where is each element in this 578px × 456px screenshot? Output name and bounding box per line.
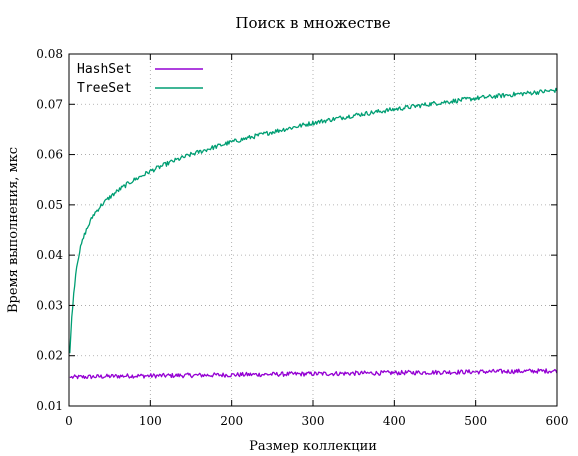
series-layer (69, 87, 558, 380)
axis-ticks: 0 100 200 300 400 500 600 0.01 0.02 0.03 0.04 0.05 0… (36, 47, 568, 428)
y-tick-label: 0.05 (36, 198, 63, 212)
x-tick-label: 200 (220, 414, 243, 428)
legend-label: HashSet (77, 62, 132, 77)
y-tick-label: 0.08 (36, 47, 63, 61)
series-line-treeset (69, 87, 558, 354)
y-tick-label: 0.02 (36, 349, 63, 363)
y-tick-label: 0.07 (36, 97, 63, 111)
legend: HashSet TreeSet (77, 62, 203, 96)
x-tick-label: 600 (546, 414, 569, 428)
x-tick-label: 500 (464, 414, 487, 428)
y-axis-label: Время выполнения, мкс (6, 147, 21, 313)
x-tick-label: 400 (383, 414, 406, 428)
x-tick-label: 300 (302, 414, 325, 428)
chart-title: Поиск в множестве (235, 14, 390, 32)
y-tick-label: 0.06 (36, 148, 63, 162)
x-axis-label: Размер коллекции (249, 439, 377, 454)
x-tick-label: 0 (65, 414, 73, 428)
series-line-hashset (69, 368, 558, 380)
x-tick-label: 100 (139, 414, 162, 428)
legend-label: TreeSet (77, 81, 132, 96)
y-tick-label: 0.03 (36, 298, 63, 312)
y-tick-label: 0.04 (36, 248, 63, 262)
y-tick-label: 0.01 (36, 399, 63, 413)
grid (69, 54, 557, 406)
